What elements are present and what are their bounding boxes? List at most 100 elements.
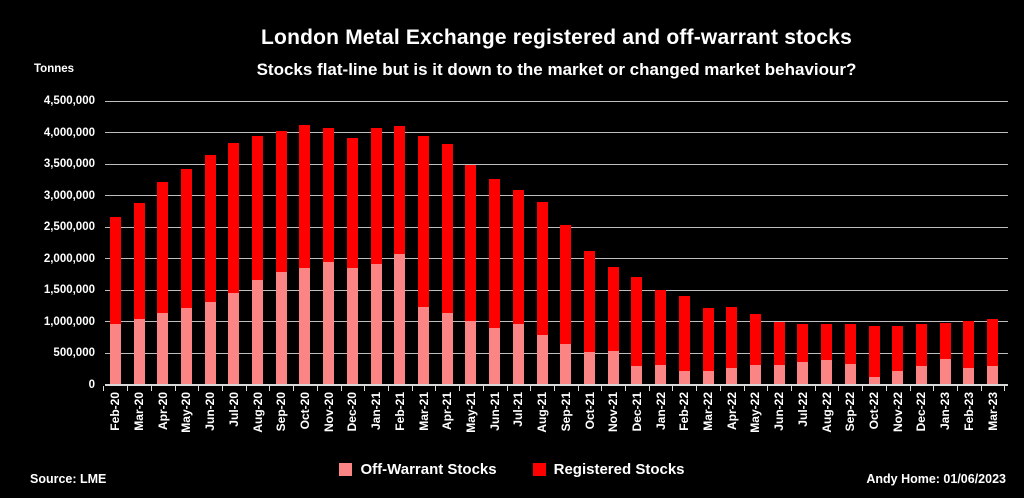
x-axis-tick	[293, 386, 295, 391]
x-tick-label: Sep-20	[274, 392, 289, 432]
x-tick-label: Mar-20	[132, 392, 146, 431]
bar-segment-off-warrant	[702, 371, 714, 385]
x-tick-label: Jul-20	[226, 392, 241, 427]
bar-segment-registered	[536, 202, 548, 336]
x-tick-label: Sep-21	[558, 392, 573, 432]
bar-segment-off-warrant	[252, 280, 264, 385]
gridline	[105, 289, 1008, 291]
y-tick-label: 1,500,000	[43, 284, 95, 297]
bar-segment-off-warrant	[797, 361, 809, 385]
gridline	[105, 226, 1008, 228]
bar-segment-registered	[655, 289, 667, 365]
bar-segment-registered	[370, 127, 382, 265]
bar-segment-off-warrant	[987, 366, 999, 385]
bar-segment-off-warrant	[607, 350, 619, 385]
x-tick-label: Feb-22	[677, 392, 692, 431]
x-axis-tick	[696, 386, 698, 391]
x-axis-tick	[814, 386, 816, 391]
bar-segment-off-warrant	[678, 370, 690, 385]
bar-segment-registered	[228, 143, 240, 293]
x-axis-tick	[767, 386, 769, 391]
legend-item-off-warrant: Off-Warrant Stocks	[339, 461, 497, 478]
x-tick-label: Oct-20	[297, 392, 312, 430]
bar-segment-registered	[607, 266, 619, 351]
bar-segment-off-warrant	[441, 313, 453, 385]
x-tick-label: Mar-23	[985, 392, 1000, 431]
x-axis-tick	[221, 386, 223, 391]
gridline	[105, 258, 1008, 260]
bar-segment-registered	[963, 321, 975, 368]
y-tick-label: 2,000,000	[43, 252, 95, 265]
x-tick-label: Jul-21	[511, 392, 526, 427]
bar-segment-registered	[394, 125, 406, 254]
x-axis-tick	[269, 386, 271, 391]
y-tick-label: 1,000,000	[43, 315, 95, 328]
y-tick-label: 2,500,000	[43, 221, 95, 234]
x-tick-label: Aug-21	[535, 392, 550, 433]
bar-segment-off-warrant	[536, 335, 548, 385]
bar-segment-registered	[346, 137, 358, 268]
x-axis-tick	[838, 386, 840, 391]
gridline	[105, 352, 1008, 354]
bar-segment-registered	[749, 313, 761, 365]
x-axis-tick	[150, 386, 152, 391]
legend-item-registered: Registered Stocks	[532, 461, 685, 478]
x-tick-label: Sep-22	[843, 392, 858, 432]
x-tick-label: Jan-23	[938, 392, 953, 431]
x-tick-label: Dec-21	[629, 392, 644, 432]
bar-segment-registered	[702, 308, 714, 372]
bar-segment-registered	[797, 324, 809, 362]
legend: Off-Warrant Stocks Registered Stocks	[0, 461, 1024, 478]
bar-segment-off-warrant	[394, 253, 406, 385]
bar-segment-off-warrant	[915, 366, 927, 385]
bar-segment-off-warrant	[299, 267, 311, 385]
bar-segment-registered	[868, 326, 880, 378]
bar-segment-off-warrant	[465, 321, 477, 385]
bar-segment-off-warrant	[892, 370, 904, 385]
x-tick-label: Nov-21	[606, 392, 621, 433]
x-tick-label: Aug-20	[250, 392, 265, 433]
x-tick-label: Apr-22	[724, 392, 739, 431]
bar-segment-off-warrant	[109, 324, 121, 385]
x-axis-tick	[340, 386, 342, 391]
bar-segment-registered	[465, 164, 477, 322]
x-tick-label: Apr-21	[440, 392, 455, 431]
x-tick-label: Feb-20	[108, 392, 123, 431]
x-axis-tick	[719, 386, 721, 391]
bar-segment-off-warrant	[631, 366, 643, 385]
x-axis-tick	[364, 386, 366, 391]
y-tick-label: 4,500,000	[43, 95, 95, 107]
bar-segment-registered	[939, 322, 951, 359]
x-axis-tick	[459, 386, 461, 391]
x-tick-label: Mar-21	[416, 392, 431, 431]
bar-segment-off-warrant	[844, 363, 856, 385]
x-tick-label: Jan-21	[369, 392, 384, 431]
legend-label-registered: Registered Stocks	[553, 461, 685, 478]
x-axis-tick	[909, 386, 911, 391]
x-tick-label: Jun-20	[203, 392, 218, 431]
x-axis-tick	[791, 386, 793, 391]
x-axis-tick	[174, 386, 176, 391]
x-tick-label: May-22	[748, 392, 763, 433]
x-tick-label: Oct-22	[867, 392, 882, 430]
bar-segment-registered	[560, 225, 572, 344]
chart-subtitle: Stocks flat-line but is it down to the m…	[256, 60, 857, 79]
registered-swatch-icon	[532, 463, 546, 476]
bar-segment-registered	[915, 324, 927, 367]
y-tick-label: 4,000,000	[43, 126, 95, 139]
x-axis-line	[105, 384, 1008, 386]
x-tick-label: Dec-20	[345, 392, 360, 432]
bar-segment-registered	[773, 321, 785, 365]
y-tick-label: 0	[88, 379, 95, 391]
source-label: Source: LME	[30, 472, 107, 486]
bar-segment-off-warrant	[560, 343, 572, 385]
x-tick-label: Feb-23	[961, 392, 976, 431]
y-axis-units-label: Tonnes	[34, 63, 75, 75]
x-tick-label: Jul-22	[795, 392, 810, 427]
gridline	[105, 100, 1008, 102]
x-tick-label: Aug-22	[819, 392, 834, 433]
bar-segment-off-warrant	[180, 308, 192, 385]
x-axis-tick	[506, 386, 508, 391]
chart-title: London Metal Exchange registered and off…	[261, 26, 852, 49]
bar-segment-off-warrant	[726, 367, 738, 385]
